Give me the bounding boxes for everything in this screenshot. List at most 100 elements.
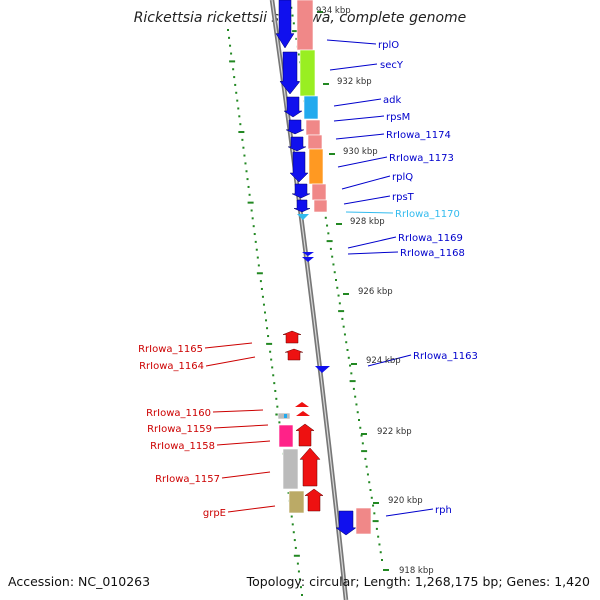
- block-rpsM: [305, 119, 321, 136]
- gene-arrow-rplO: [275, 0, 295, 49]
- guide-right-outer: [332, 263, 335, 266]
- guide-left-outer: [270, 358, 273, 361]
- guide-right-outer: [335, 279, 337, 281]
- guide-left-outer: [259, 280, 262, 283]
- guide-right-outer: [295, 37, 298, 40]
- gene-label-RrIowa-1157[interactable]: RrIowa_1157: [155, 474, 220, 485]
- gene-label-adk[interactable]: adk: [383, 95, 401, 106]
- gene-label-RrIowa-1160[interactable]: RrIowa_1160: [146, 408, 211, 419]
- ruler-label-934: 934 kbp: [316, 6, 351, 16]
- gene-arrow-1163: [315, 366, 330, 373]
- leader-line-right: [329, 63, 378, 71]
- guide-left-outer: [278, 421, 281, 424]
- gene-label-RrIowa-1169[interactable]: RrIowa_1169: [398, 233, 463, 244]
- leader-line-right: [347, 251, 399, 255]
- guide-right-outer: [292, 30, 299, 33]
- guide-left-outer: [239, 123, 242, 126]
- guide-right-outer: [355, 403, 358, 406]
- ruler-tick: [343, 293, 349, 295]
- guide-right-outer: [368, 481, 371, 484]
- gene-label-rplO[interactable]: rplO: [378, 40, 399, 51]
- gene-label-RrIowa-1164[interactable]: RrIowa_1164: [139, 361, 204, 372]
- guide-left-outer: [244, 162, 247, 165]
- block-1159-accent: [284, 414, 287, 418]
- block-adk: [303, 95, 319, 120]
- guide-right-outer: [364, 457, 367, 460]
- ruler-label-930: 930 kbp: [343, 147, 378, 157]
- gene-label-grpE[interactable]: grpE: [203, 508, 226, 519]
- gene-arrow-adk: [283, 96, 303, 118]
- gene-label-RrIowa-1163[interactable]: RrIowa_1163: [413, 351, 478, 362]
- guide-right-outer: [369, 489, 372, 491]
- gene-arrow-rpsT: [293, 199, 311, 213]
- guide-left-outer: [252, 225, 255, 228]
- guide-left-outer: [291, 523, 294, 526]
- gene-arrow-1165: [282, 330, 302, 344]
- gene-label-RrIowa-1173[interactable]: RrIowa_1173: [389, 153, 454, 164]
- guide-left-outer: [299, 586, 302, 589]
- gene-label-RrIowa-1159[interactable]: RrIowa_1159: [147, 424, 212, 435]
- gene-label-RrIowa-1168[interactable]: RrIowa_1168: [400, 248, 465, 259]
- gene-label-RrIowa-1165[interactable]: RrIowa_1165: [138, 344, 203, 355]
- guide-left-outer: [256, 272, 263, 275]
- gene-label-secY[interactable]: secY: [380, 60, 404, 71]
- guide-left-outer: [264, 311, 266, 314]
- guide-left-outer: [266, 327, 269, 330]
- ruler-tick: [361, 433, 367, 435]
- guide-left-outer: [287, 491, 290, 494]
- block-rpsT: [313, 199, 328, 213]
- guide-right-outer: [358, 419, 360, 421]
- gene-label-rplQ[interactable]: rplQ: [392, 172, 413, 183]
- gene-arrow-1169: [302, 252, 314, 256]
- guide-left-outer: [235, 91, 238, 94]
- gene-arrow-rpsM: [285, 119, 305, 135]
- guide-left-outer: [273, 382, 276, 385]
- ruler-tick: [336, 223, 342, 225]
- guide-right-outer: [352, 387, 355, 390]
- guide-left-outer: [241, 138, 244, 141]
- leader-line-right: [367, 354, 412, 367]
- guide-right-outer: [349, 380, 356, 383]
- gene-label-rph[interactable]: rph: [435, 505, 452, 516]
- block-1157: [282, 448, 299, 490]
- leader-line-right: [341, 175, 391, 190]
- guide-left-outer: [229, 44, 232, 47]
- block-1174: [307, 134, 323, 150]
- guide-left-outer: [297, 570, 300, 573]
- ruler-tick: [373, 502, 379, 504]
- guide-left-outer: [242, 146, 245, 149]
- gene-label-rpsM[interactable]: rpsM: [386, 112, 410, 123]
- guide-right-outer: [326, 224, 329, 227]
- guide-right-outer: [350, 372, 353, 375]
- guide-right-outer: [338, 302, 341, 305]
- guide-left-outer: [253, 233, 256, 236]
- guide-left-outer: [293, 539, 296, 542]
- guide-right-outer: [327, 232, 330, 235]
- guide-left-outer: [271, 366, 274, 369]
- guide-left-outer: [274, 389, 277, 392]
- guide-left-outer: [248, 193, 251, 196]
- guide-left-outer: [301, 594, 303, 596]
- guide-right-outer: [377, 535, 380, 538]
- ruler-label-926: 926 kbp: [358, 287, 393, 297]
- gene-label-RrIowa-1174[interactable]: RrIowa_1174: [386, 130, 451, 141]
- guide-left-outer: [238, 115, 241, 118]
- gene-label-RrIowa-1170[interactable]: RrIowa_1170: [395, 209, 460, 220]
- leader-line-right: [347, 236, 397, 249]
- gene-arrow-1174: [287, 136, 307, 152]
- gene-label-rpsT[interactable]: rpsT: [392, 192, 415, 203]
- guide-left-outer: [232, 68, 235, 71]
- leader-line-left: [204, 342, 253, 349]
- gene-label-RrIowa-1158[interactable]: RrIowa_1158: [150, 441, 215, 452]
- leader-line-left: [227, 505, 276, 513]
- guide-left-outer: [230, 52, 233, 55]
- guide-right-outer: [346, 349, 349, 351]
- block-rph: [355, 507, 372, 535]
- guide-right-outer: [359, 426, 362, 429]
- ruler-tick: [317, 11, 323, 13]
- guide-left-outer: [229, 60, 236, 63]
- block-rplO: [296, 0, 314, 51]
- gene-arrow-rplQ: [291, 183, 311, 199]
- block-secY: [299, 49, 316, 97]
